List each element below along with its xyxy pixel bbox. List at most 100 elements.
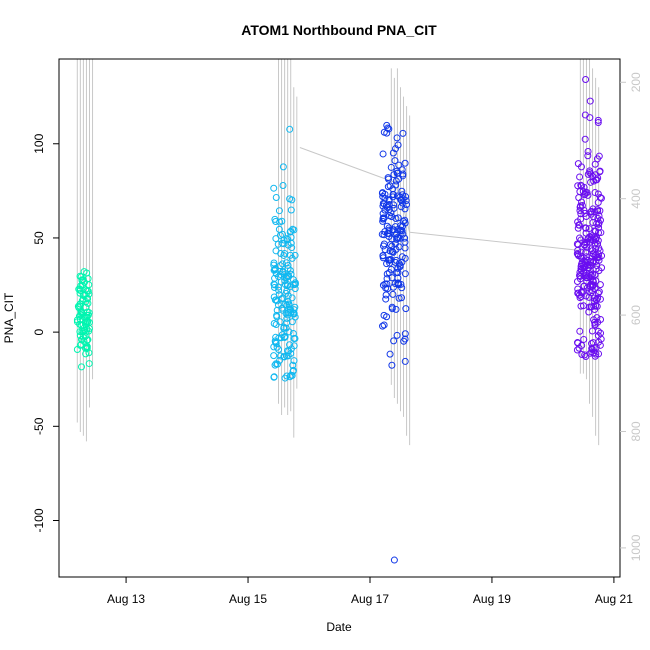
data-point <box>577 262 585 270</box>
data-point <box>270 280 278 288</box>
data-point <box>398 199 406 207</box>
x-tick-label: Aug 19 <box>473 592 511 606</box>
data-point <box>394 169 402 177</box>
data-point <box>594 190 602 198</box>
data-point <box>276 356 284 364</box>
data-point <box>277 249 285 257</box>
data-point <box>290 357 298 365</box>
data-point <box>290 342 298 350</box>
data-point <box>402 197 410 205</box>
data-point <box>290 226 298 234</box>
data-point <box>280 324 288 332</box>
data-point <box>391 157 399 165</box>
error-bars-layer <box>76 59 600 446</box>
data-point <box>581 351 589 359</box>
data-point <box>379 322 387 330</box>
data-point <box>596 167 604 175</box>
data-point <box>575 221 583 229</box>
data-point <box>593 254 601 262</box>
data-point <box>592 350 600 358</box>
data-point <box>389 193 397 201</box>
data-point <box>385 200 393 208</box>
data-point <box>277 295 285 303</box>
data-point <box>401 357 409 365</box>
data-point <box>82 318 90 326</box>
data-point <box>396 263 404 271</box>
y2-tick-label: 600 <box>629 305 643 325</box>
data-point <box>594 118 602 126</box>
chart-title: ATOM1 Northbound PNA_CIT <box>241 22 437 38</box>
data-point <box>592 251 600 259</box>
data-point <box>401 238 409 246</box>
data-point <box>84 311 92 319</box>
points-layer <box>73 76 606 564</box>
data-point <box>580 264 588 272</box>
data-point <box>574 285 582 293</box>
data-point <box>595 350 603 358</box>
data-point <box>582 229 590 237</box>
data-point <box>588 327 596 335</box>
data-point <box>275 345 283 353</box>
data-point <box>388 305 396 313</box>
data-point <box>401 234 409 242</box>
data-point <box>581 241 589 249</box>
data-point <box>401 216 409 224</box>
data-point <box>76 272 84 280</box>
data-point <box>591 160 599 168</box>
data-point <box>270 184 278 192</box>
data-point <box>583 189 591 197</box>
data-point <box>385 125 393 133</box>
data-point <box>272 270 280 278</box>
data-point <box>385 212 393 220</box>
data-point <box>592 295 600 303</box>
data-point <box>281 300 289 308</box>
data-point <box>595 244 603 252</box>
data-point <box>289 329 297 337</box>
data-point <box>284 352 292 360</box>
data-point <box>392 145 400 153</box>
data-point <box>584 152 592 160</box>
data-point <box>288 372 296 380</box>
data-point <box>277 334 285 342</box>
data-point <box>577 163 585 171</box>
data-point <box>272 194 280 202</box>
data-point <box>401 330 409 338</box>
data-point <box>85 290 93 298</box>
data-point <box>379 214 387 222</box>
data-point <box>78 276 86 284</box>
data-point <box>85 349 93 357</box>
data-point <box>290 310 298 318</box>
trend-line-layer <box>299 147 587 252</box>
data-point <box>395 280 403 288</box>
data-point <box>73 316 81 324</box>
data-point <box>82 286 90 294</box>
data-point <box>290 335 298 343</box>
data-point <box>589 281 597 289</box>
data-point <box>581 238 589 246</box>
x-tick-label: Aug 21 <box>595 592 633 606</box>
x-tick-label: Aug 13 <box>107 592 145 606</box>
data-point <box>275 207 283 215</box>
data-point <box>574 224 582 232</box>
data-point <box>578 289 586 297</box>
y-tick-label: 100 <box>32 133 46 153</box>
data-point <box>590 302 598 310</box>
data-point <box>595 267 603 275</box>
data-point <box>286 306 294 314</box>
x-tick-label: Aug 15 <box>229 592 267 606</box>
data-point <box>383 260 391 268</box>
data-point <box>591 227 599 235</box>
data-point <box>379 150 387 158</box>
data-point <box>589 250 597 258</box>
data-point <box>276 231 284 239</box>
x-axis-label: Date <box>326 620 352 634</box>
data-point <box>590 177 598 185</box>
data-point <box>400 337 408 345</box>
data-point <box>287 233 295 241</box>
data-point <box>396 234 404 242</box>
data-point <box>389 149 397 157</box>
data-point <box>401 205 409 213</box>
data-point <box>80 268 88 276</box>
data-point <box>390 204 398 212</box>
